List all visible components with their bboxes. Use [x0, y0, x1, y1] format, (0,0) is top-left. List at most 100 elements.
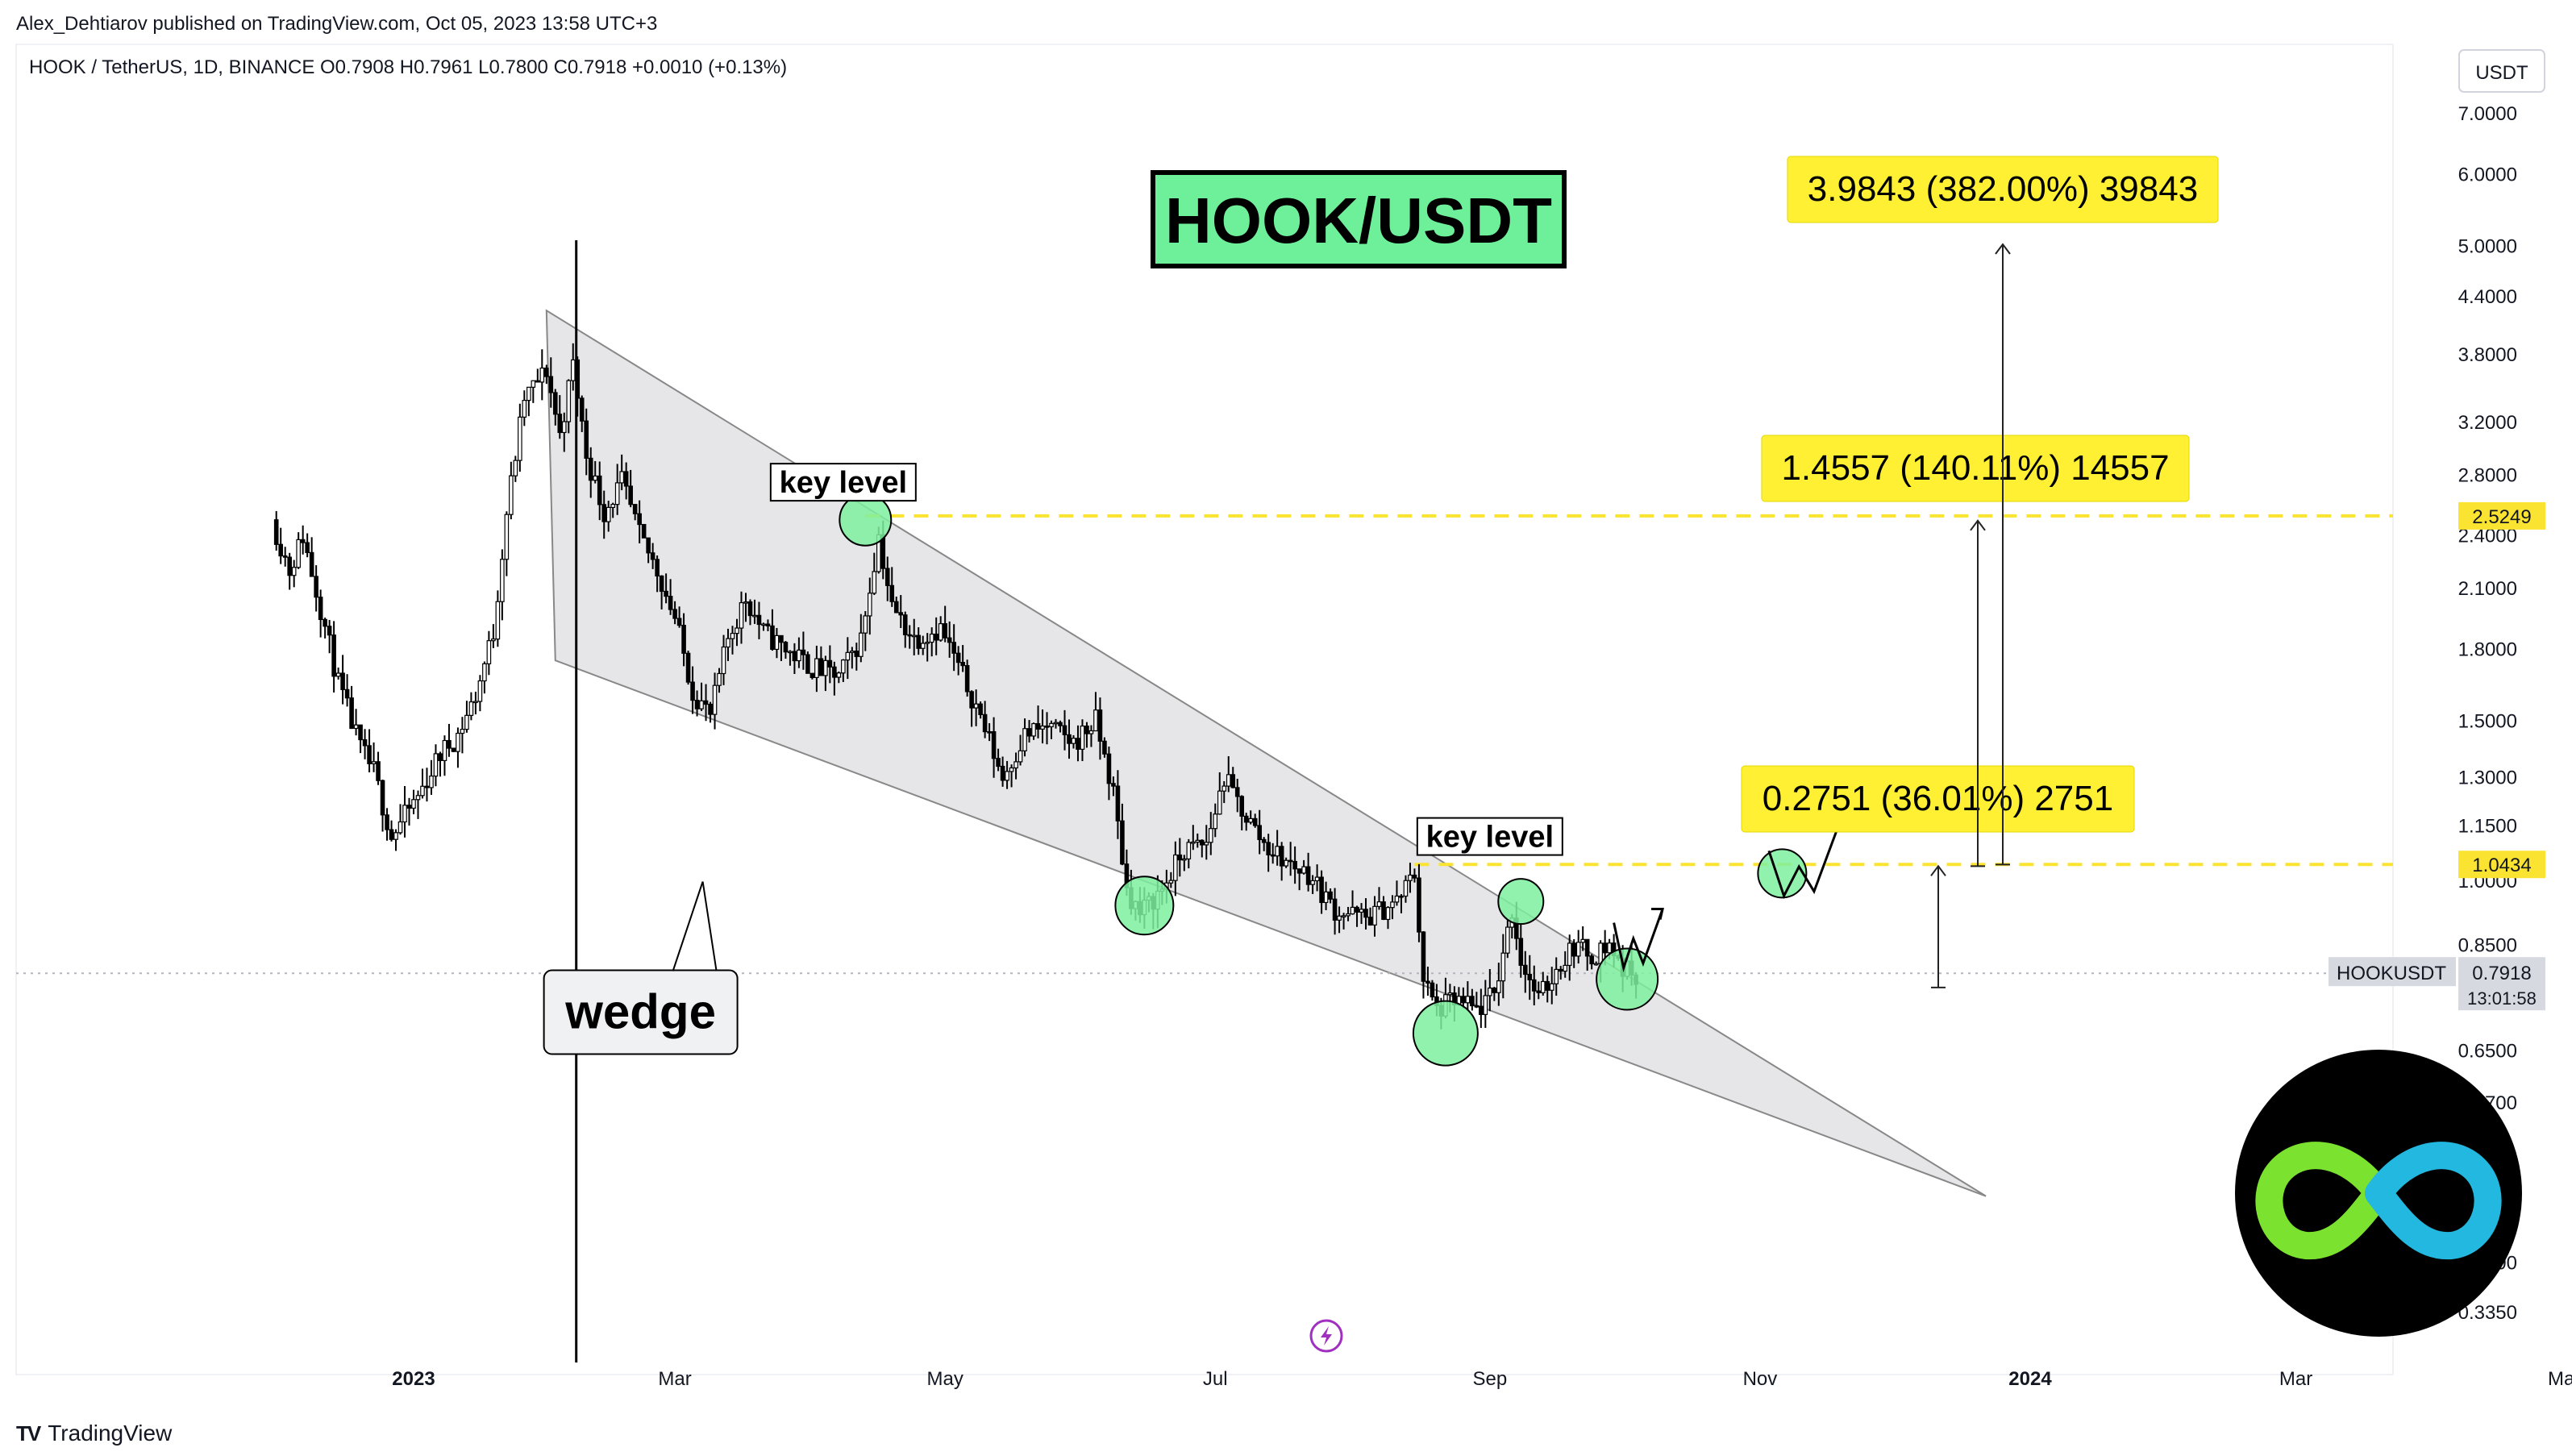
candle-body: [614, 482, 620, 505]
candle: [1058, 720, 1063, 733]
candle-body: [850, 651, 855, 653]
candle: [991, 717, 997, 778]
candle: [1230, 767, 1236, 788]
candle-body: [1372, 905, 1377, 926]
candle-body: [1319, 876, 1324, 904]
candle: [327, 620, 332, 654]
candle-body: [1234, 787, 1240, 797]
candle: [1080, 719, 1085, 762]
candle-body: [934, 633, 938, 641]
candle-body: [1346, 913, 1351, 917]
candle-body: [845, 651, 851, 661]
highlight-circle: [1497, 878, 1545, 926]
highlight-circle: [1412, 1000, 1479, 1067]
candle: [1328, 888, 1333, 904]
candle: [934, 617, 938, 655]
candle-body: [1412, 874, 1417, 879]
candle-body: [708, 703, 713, 715]
candle: [323, 618, 327, 639]
candle: [371, 742, 377, 772]
candle-body: [676, 618, 682, 626]
projection-arrowhead: [1651, 908, 1664, 920]
x-tick-label: 2023: [392, 1368, 435, 1390]
candle: [1239, 795, 1245, 830]
candle-body: [863, 615, 868, 634]
candle-body: [447, 739, 452, 749]
candle-body: [628, 485, 633, 505]
candle-body: [996, 758, 1001, 768]
candle-body: [1111, 783, 1116, 787]
candle: [1035, 705, 1041, 738]
candle-body: [685, 652, 691, 683]
publisher-line: Alex_Dehtiarov published on TradingView.…: [16, 13, 658, 35]
candle: [335, 668, 341, 680]
tradingview-logo[interactable]: TV TradingView: [16, 1421, 172, 1446]
candle: [1097, 697, 1103, 760]
candle-body: [902, 614, 908, 635]
candle: [389, 820, 394, 842]
y-tick-label: 6.0000: [2458, 164, 2517, 185]
candle-body: [1084, 725, 1089, 734]
candle: [1346, 906, 1351, 921]
candle: [367, 729, 372, 773]
candle: [859, 614, 864, 663]
x-tick-label: May: [2548, 1368, 2572, 1390]
candle: [406, 797, 412, 826]
candle-body: [1177, 854, 1183, 861]
candle: [792, 643, 797, 674]
candle-body: [282, 555, 288, 558]
candle-body: [964, 664, 970, 693]
candle-body: [955, 652, 961, 664]
candle-body: [393, 832, 398, 840]
candle: [1049, 720, 1054, 739]
candle-body: [1584, 938, 1590, 957]
candle: [1005, 760, 1009, 789]
candle-body: [1328, 891, 1333, 900]
candle: [623, 462, 629, 500]
candle: [1461, 987, 1466, 1009]
candle-body: [473, 701, 478, 704]
candle-body: [756, 614, 762, 626]
candle-body: [552, 392, 558, 415]
candle: [433, 744, 439, 787]
candle-body: [859, 632, 864, 657]
candle-body: [495, 601, 501, 640]
candle: [1031, 722, 1036, 740]
candle-body: [1341, 915, 1346, 917]
candle-body: [641, 523, 647, 539]
wedge-callout-box: [543, 969, 739, 1055]
y-tick-label: 1.1500: [2458, 816, 2517, 838]
y-tick-label: 0.6500: [2458, 1041, 2517, 1063]
candle-body: [1292, 860, 1297, 870]
candle-body: [978, 703, 983, 715]
candle: [380, 779, 385, 832]
candle-body: [743, 601, 748, 604]
candle: [783, 641, 789, 659]
candle-body: [477, 680, 483, 702]
target-measure: 1.4557 (140.11%) 14557: [1761, 435, 2190, 867]
candle-body: [1385, 907, 1391, 921]
candle-body: [681, 625, 686, 654]
candle: [535, 368, 540, 383]
candle-body: [557, 414, 563, 434]
candle-body: [518, 416, 522, 461]
candle-body: [468, 701, 474, 716]
candle: [947, 621, 952, 658]
candle-body: [1275, 846, 1280, 857]
candle-body: [792, 651, 797, 662]
candle: [318, 589, 323, 638]
y-tick-label: 1.8000: [2458, 639, 2517, 660]
candle: [774, 627, 780, 659]
candle-body: [889, 584, 895, 602]
candle-body: [1545, 980, 1550, 991]
currency-badge: [2458, 49, 2545, 93]
candle: [1359, 903, 1364, 925]
candle: [1252, 813, 1258, 828]
candle-body: [907, 634, 913, 637]
candle-body: [1040, 725, 1045, 730]
symbol-tag: [2329, 957, 2456, 987]
candle-body: [1248, 817, 1254, 823]
key-level-callout: key level: [1416, 817, 1563, 856]
candle-body: [597, 475, 602, 505]
